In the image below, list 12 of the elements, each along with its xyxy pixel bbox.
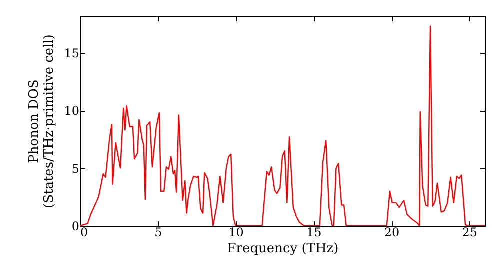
x-tick-label: 20 bbox=[384, 226, 400, 240]
x-tick-label: 5 bbox=[154, 226, 162, 240]
x-tick-label: 0 bbox=[80, 226, 88, 240]
y-tick-label: 10 bbox=[64, 104, 80, 118]
x-tick-label: 15 bbox=[306, 226, 322, 240]
y-tick-label: 15 bbox=[64, 46, 80, 60]
x-tick-label: 10 bbox=[228, 226, 244, 240]
y-axis-title: Phonon DOS (States/THz·primitive cell) bbox=[27, 34, 58, 209]
x-tick-label: 25 bbox=[462, 226, 478, 240]
x-axis-title: Frequency (THz) bbox=[227, 242, 339, 256]
y-tick-label: 5 bbox=[72, 162, 80, 176]
line-series bbox=[80, 26, 485, 226]
